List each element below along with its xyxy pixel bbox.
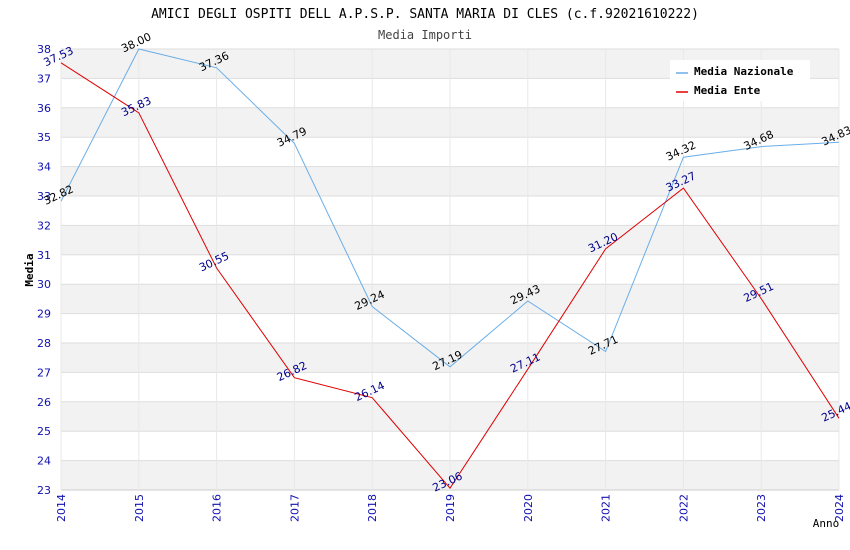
y-tick-label: 26 [37,396,51,409]
legend: Media Nazionale Media Ente [670,60,810,101]
y-axis-title: Media [23,253,36,286]
y-tick-label: 23 [37,484,51,497]
x-tick-label: 2014 [55,494,68,522]
y-tick-label: 27 [37,366,51,379]
chart-title: AMICI DEGLI OSPITI DELL A.P.S.P. SANTA M… [151,7,699,22]
x-tick-label: 2015 [133,494,146,522]
legend-box [670,60,810,101]
x-tick-label: 2016 [211,494,224,522]
y-tick-label: 38 [37,43,51,56]
x-axis-title: Anno [813,517,840,530]
x-tick-label: 2020 [522,494,535,522]
x-tick-label: 2018 [366,494,379,522]
y-tick-label: 25 [37,425,51,438]
x-tick-label: 2024 [833,494,846,522]
y-tick-label: 30 [37,278,51,291]
axes: 23 24 25 26 27 28 29 30 31 32 33 34 35 36 37 38 2014 2015… [37,43,846,522]
y-tick-label: 33 [37,190,51,203]
y-tick-label: 37 [37,72,51,85]
x-tick-label: 2019 [444,494,457,522]
x-tick-label: 2017 [288,494,301,522]
series-line-1 [60,62,840,490]
series-line-0 [60,48,840,368]
y-tick-label: 36 [37,102,51,115]
y-tick-label: 35 [37,131,51,144]
y-tick-label: 31 [37,249,51,262]
legend-label-media-nazionale: Media Nazionale [694,65,794,78]
chart-subtitle: Media Importi [378,28,472,42]
legend-label-media-ente: Media Ente [694,84,761,97]
y-tick-label: 24 [37,455,51,468]
x-tick-label: 2021 [600,494,613,522]
x-tick-label: 2023 [755,494,768,522]
y-tick-label: 34 [37,161,51,174]
x-tick-label: 2022 [677,494,690,522]
y-tick-label: 29 [37,308,51,321]
series-lines [60,48,840,490]
y-tick-label: 28 [37,337,51,350]
y-tick-label: 32 [37,219,51,232]
